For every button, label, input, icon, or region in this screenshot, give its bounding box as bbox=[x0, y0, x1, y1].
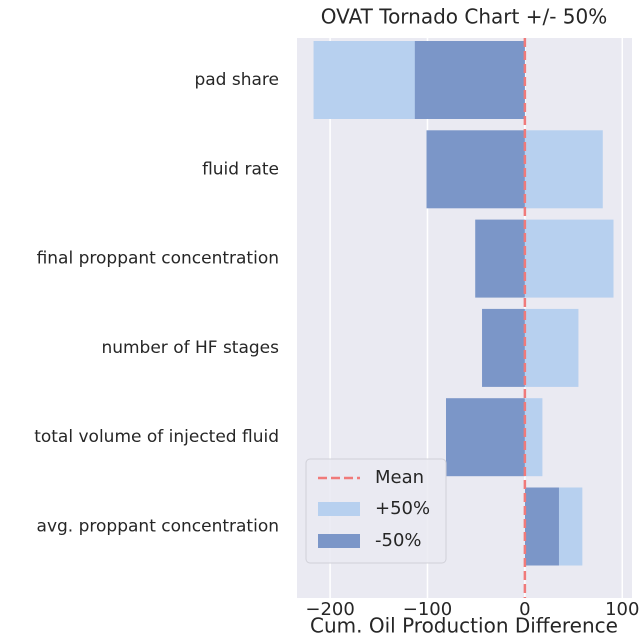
bar bbox=[524, 308, 579, 387]
y-tick-label: total volume of injected fluid bbox=[34, 427, 279, 447]
bar bbox=[414, 41, 525, 119]
legend-label: Mean bbox=[375, 467, 424, 488]
y-tick-label: number of HF stages bbox=[101, 338, 279, 358]
bar bbox=[524, 398, 543, 477]
y-tick-label: avg. proppant concentration bbox=[37, 517, 279, 537]
bar bbox=[524, 219, 614, 298]
legend-swatch bbox=[318, 502, 360, 516]
x-tick-label: 0 bbox=[519, 599, 530, 620]
bar bbox=[524, 130, 603, 209]
x-tick-label: −100 bbox=[403, 599, 452, 620]
x-tick-label: 100 bbox=[605, 599, 639, 620]
y-tick-label: final proppant concentration bbox=[37, 249, 279, 269]
legend-swatch bbox=[318, 534, 360, 548]
x-tick-label: −200 bbox=[305, 599, 354, 620]
y-tick-label: pad share bbox=[194, 70, 279, 90]
bar bbox=[475, 219, 525, 298]
bar bbox=[426, 130, 525, 209]
bar bbox=[445, 398, 525, 477]
legend-label: -50% bbox=[375, 530, 422, 551]
bar bbox=[482, 308, 525, 387]
y-tick-label: fluid rate bbox=[202, 159, 279, 179]
x-axis-label: Cum. Oil Production Difference bbox=[310, 614, 618, 638]
chart-title: OVAT Tornado Chart +/- 50% bbox=[321, 5, 607, 29]
legend-label: +50% bbox=[375, 498, 430, 519]
bar bbox=[524, 487, 559, 566]
